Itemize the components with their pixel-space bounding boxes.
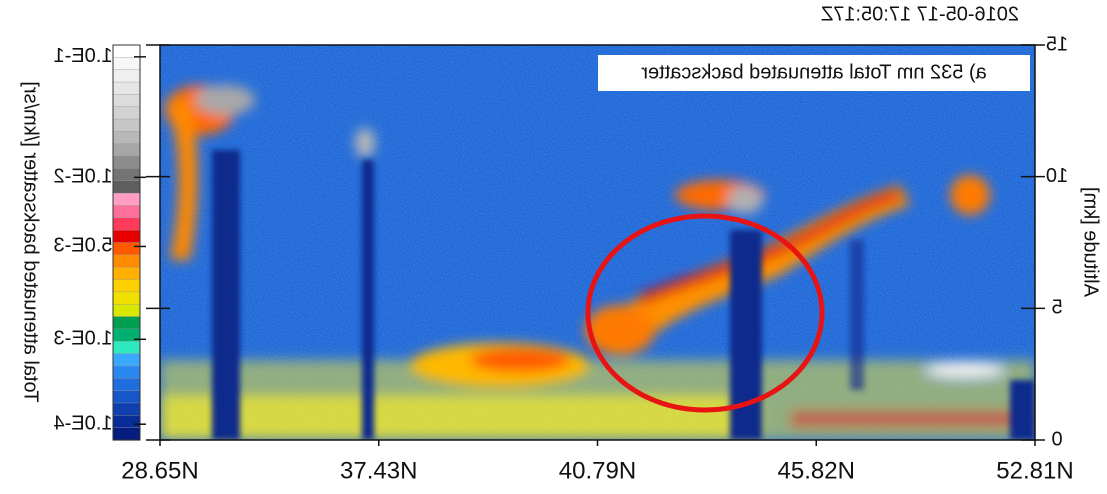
colorbar-segment bbox=[113, 267, 140, 280]
colorbar-segment bbox=[113, 45, 140, 58]
chart-title: a) 532 nm Total attenuated backscatter bbox=[641, 61, 987, 83]
colorbar-segment bbox=[113, 317, 140, 330]
colorbar-segment bbox=[113, 230, 140, 243]
colorbar-segment bbox=[113, 70, 140, 83]
colorbar-segment bbox=[113, 57, 140, 70]
colorbar-segment bbox=[113, 107, 140, 120]
colorbar-segment bbox=[113, 378, 140, 391]
colorbar-segment bbox=[113, 403, 140, 416]
colorbar-segment bbox=[113, 243, 140, 256]
colorbar-segment bbox=[113, 119, 140, 132]
y-tick-label: 15 bbox=[1046, 33, 1068, 55]
colorbar-segment bbox=[113, 82, 140, 95]
colorbar-label: Total attenuated backscatter [/km/sr] bbox=[20, 81, 42, 402]
colorbar-segment bbox=[113, 415, 140, 428]
x-tick-label: 52.81N bbox=[996, 457, 1073, 484]
colorbar-segment bbox=[113, 255, 140, 268]
colorbar-segment bbox=[113, 218, 140, 231]
y-axis-label: Altitude [km] bbox=[1080, 187, 1102, 297]
colorbar-tick-label: 1.0E-1 bbox=[54, 45, 113, 67]
colorbar-segment bbox=[113, 94, 140, 107]
colorbar-segment bbox=[113, 156, 140, 169]
colorbar-segment bbox=[113, 428, 140, 441]
x-tick-label: 28.65N bbox=[121, 457, 198, 484]
y-tick-label: 0 bbox=[1051, 428, 1062, 450]
colorbar-segment bbox=[113, 341, 140, 354]
y-tick-label: 5 bbox=[1051, 297, 1062, 319]
x-tick-label: 40.79N bbox=[559, 457, 636, 484]
colorbar-segment bbox=[113, 366, 140, 379]
x-tick-label: 45.82N bbox=[778, 457, 855, 484]
curtain-image bbox=[160, 45, 1035, 440]
colorbar-segment bbox=[113, 205, 140, 218]
chart-subtitle: 2016-05-17 17:05:17Z bbox=[821, 3, 1019, 25]
colorbar-segment bbox=[113, 168, 140, 181]
colorbar-segment bbox=[113, 193, 140, 206]
colorbar-tick-label: 5.0E-3 bbox=[54, 235, 113, 257]
colorbar-tick-label: 1.0E-2 bbox=[54, 166, 113, 188]
colorbar-tick-label: 1.0E-3 bbox=[54, 328, 113, 350]
y-tick-label: 10 bbox=[1046, 165, 1068, 187]
colorbar-segment bbox=[113, 181, 140, 194]
colorbar-segment bbox=[113, 292, 140, 305]
colorbar-segment bbox=[113, 144, 140, 157]
colorbar-segment bbox=[113, 354, 140, 367]
x-tick-label: 37.43N bbox=[340, 457, 417, 484]
colorbar-segment bbox=[113, 304, 140, 317]
colorbar-segment bbox=[113, 280, 140, 293]
chart: a) 532 nm Total attenuated backscatter 2… bbox=[0, 0, 1107, 494]
colorbar-tick-label: 1.0E-4 bbox=[54, 412, 113, 434]
colorbar-segment bbox=[113, 131, 140, 144]
colorbar-segment bbox=[113, 391, 140, 404]
